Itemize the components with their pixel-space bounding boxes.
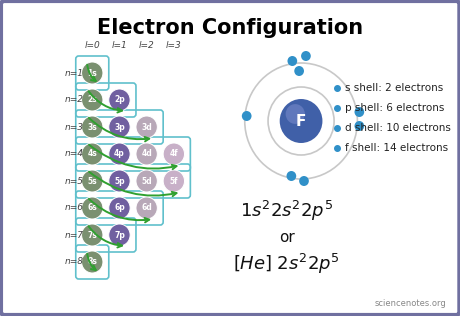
Text: sciencenotes.org: sciencenotes.org (375, 299, 447, 308)
Text: 5f: 5f (170, 177, 178, 185)
Circle shape (109, 224, 130, 246)
Text: n=2: n=2 (65, 95, 84, 105)
Text: 6d: 6d (141, 204, 152, 212)
Text: 3p: 3p (114, 123, 125, 131)
Circle shape (109, 89, 130, 111)
Text: 6s: 6s (87, 204, 97, 212)
Circle shape (82, 251, 103, 273)
Text: 8s: 8s (87, 258, 97, 266)
Circle shape (163, 143, 184, 165)
Text: n=7: n=7 (65, 230, 84, 240)
Circle shape (355, 121, 364, 131)
Circle shape (136, 143, 157, 165)
Text: 4d: 4d (141, 149, 152, 159)
Text: F: F (296, 113, 306, 129)
Circle shape (299, 176, 309, 186)
Circle shape (82, 170, 103, 192)
Circle shape (301, 51, 311, 61)
Text: 3s: 3s (87, 123, 97, 131)
Text: Electron Configuration: Electron Configuration (97, 18, 363, 38)
Text: f shell: 14 electrons: f shell: 14 electrons (345, 143, 448, 153)
Text: n=1: n=1 (65, 69, 84, 77)
Text: $[He]\ 2s^22p^5$: $[He]\ 2s^22p^5$ (233, 252, 340, 276)
Circle shape (109, 197, 130, 219)
Circle shape (286, 104, 305, 124)
Text: n=3: n=3 (65, 123, 84, 131)
Text: s shell: 2 electrons: s shell: 2 electrons (345, 83, 443, 93)
Text: 1s: 1s (87, 69, 97, 77)
Text: or: or (279, 230, 294, 246)
Circle shape (287, 56, 297, 66)
Text: d shell: 10 electrons: d shell: 10 electrons (345, 123, 451, 133)
Text: n=4: n=4 (65, 149, 84, 159)
Circle shape (136, 197, 157, 219)
Circle shape (280, 99, 322, 143)
FancyBboxPatch shape (1, 1, 459, 315)
Circle shape (163, 170, 184, 192)
Circle shape (82, 89, 103, 111)
Circle shape (286, 171, 296, 181)
Circle shape (109, 116, 130, 138)
Text: 2s: 2s (87, 95, 97, 105)
Text: 5p: 5p (114, 177, 125, 185)
Text: 2p: 2p (114, 95, 125, 105)
Circle shape (136, 116, 157, 138)
Text: 4f: 4f (170, 149, 178, 159)
Text: l=1: l=1 (111, 41, 128, 51)
Text: 6p: 6p (114, 204, 125, 212)
Circle shape (109, 143, 130, 165)
Circle shape (82, 143, 103, 165)
Text: n=6: n=6 (65, 204, 84, 212)
Circle shape (82, 62, 103, 84)
Text: 3d: 3d (141, 123, 152, 131)
Circle shape (82, 197, 103, 219)
Text: l=0: l=0 (84, 41, 100, 51)
Text: 4s: 4s (87, 149, 97, 159)
Text: n=5: n=5 (65, 177, 84, 185)
Circle shape (242, 111, 252, 121)
Text: 7s: 7s (87, 230, 97, 240)
Circle shape (82, 116, 103, 138)
Text: 5s: 5s (87, 177, 97, 185)
Text: 7p: 7p (114, 230, 125, 240)
Circle shape (294, 66, 304, 76)
Circle shape (136, 170, 157, 192)
Text: l=3: l=3 (166, 41, 182, 51)
Circle shape (82, 224, 103, 246)
Circle shape (355, 107, 364, 117)
Circle shape (109, 170, 130, 192)
Text: $1s^22s^22p^5$: $1s^22s^22p^5$ (240, 199, 333, 223)
Text: 4p: 4p (114, 149, 125, 159)
Text: 5d: 5d (141, 177, 152, 185)
Text: n=8: n=8 (65, 258, 84, 266)
Text: p shell: 6 electrons: p shell: 6 electrons (345, 103, 444, 113)
Text: l=2: l=2 (139, 41, 155, 51)
